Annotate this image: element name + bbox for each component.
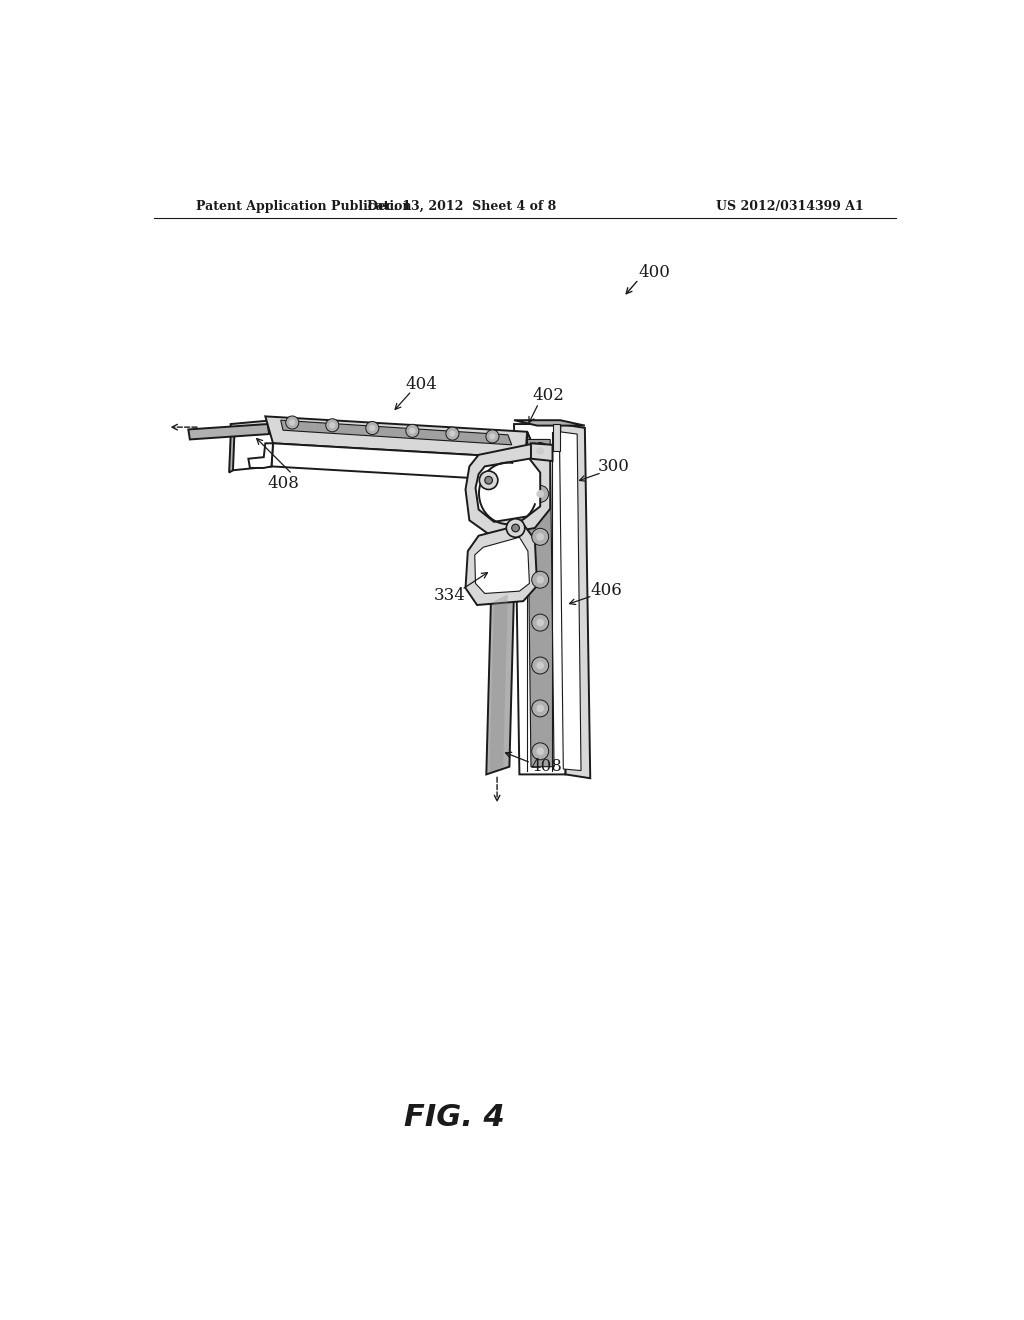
Text: US 2012/0314399 A1: US 2012/0314399 A1 <box>716 199 863 213</box>
Text: 300: 300 <box>598 458 630 475</box>
Circle shape <box>366 421 379 434</box>
Polygon shape <box>559 432 581 771</box>
Circle shape <box>531 486 549 503</box>
Circle shape <box>537 705 544 713</box>
Text: Dec. 13, 2012  Sheet 4 of 8: Dec. 13, 2012 Sheet 4 of 8 <box>367 199 556 213</box>
Polygon shape <box>188 424 269 440</box>
Polygon shape <box>527 440 554 767</box>
Polygon shape <box>230 420 273 436</box>
Text: FIG. 4: FIG. 4 <box>403 1102 505 1131</box>
Circle shape <box>531 572 549 589</box>
Polygon shape <box>265 416 539 459</box>
Polygon shape <box>249 444 273 469</box>
Polygon shape <box>514 420 585 425</box>
Text: 408: 408 <box>530 758 562 775</box>
Polygon shape <box>560 424 590 779</box>
Text: 402: 402 <box>531 387 564 404</box>
Polygon shape <box>489 594 508 774</box>
Polygon shape <box>514 424 565 775</box>
Text: 406: 406 <box>591 582 623 599</box>
Circle shape <box>537 619 544 627</box>
Circle shape <box>289 420 295 425</box>
Circle shape <box>506 519 524 537</box>
Polygon shape <box>553 424 560 451</box>
Circle shape <box>326 418 339 432</box>
Circle shape <box>537 533 544 541</box>
Text: 334: 334 <box>434 587 466 605</box>
Polygon shape <box>475 459 541 521</box>
Circle shape <box>330 422 336 429</box>
Polygon shape <box>475 537 529 594</box>
Polygon shape <box>281 420 512 445</box>
Polygon shape <box>229 432 234 473</box>
Polygon shape <box>486 591 514 775</box>
Circle shape <box>286 416 299 429</box>
Circle shape <box>531 743 549 760</box>
Circle shape <box>370 425 376 432</box>
Circle shape <box>445 428 459 440</box>
Circle shape <box>537 447 544 455</box>
Circle shape <box>537 661 544 669</box>
Circle shape <box>512 524 519 532</box>
Polygon shape <box>230 432 273 470</box>
Circle shape <box>531 700 549 717</box>
Text: 404: 404 <box>406 376 437 393</box>
Polygon shape <box>525 432 539 482</box>
Polygon shape <box>531 444 553 461</box>
Circle shape <box>531 657 549 675</box>
Circle shape <box>450 430 456 437</box>
Circle shape <box>489 433 496 440</box>
Polygon shape <box>271 444 539 482</box>
Circle shape <box>531 614 549 631</box>
Circle shape <box>406 424 419 437</box>
Circle shape <box>537 490 544 498</box>
Circle shape <box>531 528 549 545</box>
Circle shape <box>484 477 493 484</box>
Circle shape <box>410 428 416 434</box>
Text: 408: 408 <box>267 475 299 492</box>
Circle shape <box>537 747 544 755</box>
Circle shape <box>531 442 549 459</box>
Circle shape <box>486 430 499 444</box>
Polygon shape <box>466 524 538 605</box>
Circle shape <box>479 471 498 490</box>
Text: 400: 400 <box>638 264 670 281</box>
Text: Patent Application Publication: Patent Application Publication <box>196 199 412 213</box>
Circle shape <box>537 576 544 583</box>
Polygon shape <box>466 444 550 536</box>
